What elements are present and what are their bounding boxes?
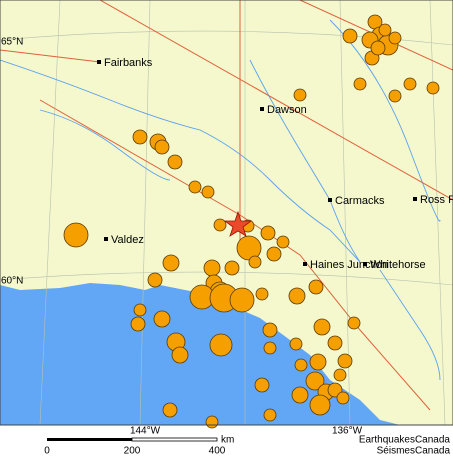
city-label: Valdez	[111, 234, 144, 246]
earthquake	[188, 180, 202, 194]
earthquake	[294, 358, 308, 372]
earthquake	[167, 154, 183, 170]
earthquake	[153, 310, 171, 328]
scale-segment	[47, 438, 132, 441]
earthquake	[293, 88, 307, 102]
earthquake	[201, 185, 215, 199]
earthquake	[333, 368, 347, 382]
earthquake	[309, 353, 327, 371]
credit: SéismesCanada	[377, 446, 451, 456]
scale-label: 200	[124, 446, 141, 456]
earthquake	[154, 139, 170, 155]
earthquake	[370, 40, 386, 56]
earthquake	[308, 279, 324, 295]
earthquake	[289, 337, 303, 351]
earthquake	[291, 386, 309, 404]
earthquake	[147, 272, 163, 288]
latitude-label: 65°N	[1, 37, 23, 48]
earthquake	[266, 246, 282, 262]
cities: Fairbanks Dawson Valdez Carmacks Ross R …	[97, 57, 453, 271]
earthquake	[260, 225, 276, 241]
borders	[0, 0, 453, 411]
earthquake	[388, 31, 402, 45]
city-marker	[413, 197, 417, 201]
earthquake	[224, 260, 240, 276]
longitude-label: 144°W	[130, 426, 161, 437]
earthquake	[171, 346, 189, 364]
earthquake	[426, 81, 440, 95]
earthquake	[276, 235, 290, 249]
earthquake	[305, 371, 325, 391]
earthquake	[255, 287, 269, 301]
map-frame	[0, 0, 453, 426]
city-label: Carmacks	[335, 195, 385, 207]
earthquake	[262, 322, 278, 338]
earthquake	[263, 341, 277, 355]
earthquake	[388, 89, 402, 103]
earthquake	[205, 415, 219, 429]
earthquake	[203, 259, 221, 277]
earthquake	[403, 77, 417, 91]
city-marker	[303, 262, 307, 266]
earthquake	[162, 254, 180, 272]
earthquake	[209, 333, 233, 357]
city-marker	[260, 107, 264, 111]
earthquake	[248, 255, 262, 269]
city-label: Fairbanks	[104, 57, 153, 69]
scale-unit: km	[221, 435, 234, 446]
city-marker	[104, 237, 108, 241]
earthquake	[353, 77, 367, 91]
earthquake	[336, 391, 350, 405]
earthquake	[288, 287, 306, 305]
earthquake	[342, 28, 358, 44]
earthquake	[347, 316, 361, 330]
city-label: Whitehorse	[370, 259, 426, 271]
city-marker	[328, 198, 332, 202]
scale-bar: 0 200 400 km	[44, 435, 234, 456]
epicenter-star	[223, 210, 253, 237]
scale-segment	[131, 437, 218, 442]
earthquake	[263, 408, 277, 422]
earthquake	[378, 23, 392, 37]
city-label: Ross R	[420, 194, 453, 206]
earthquake	[162, 402, 178, 418]
latitude-label: 60°N	[1, 276, 23, 287]
scale-label: 400	[209, 446, 226, 456]
earthquake	[327, 335, 343, 351]
earthquake	[313, 318, 331, 336]
earthquake	[132, 129, 148, 145]
scale-label: 0	[44, 446, 50, 456]
earthquake	[254, 377, 270, 393]
city-label: Haines Junction	[310, 259, 388, 271]
earthquake	[133, 303, 147, 317]
earthquake	[229, 287, 255, 313]
city-marker	[363, 262, 367, 266]
earthquake	[309, 394, 331, 416]
earthquake	[337, 353, 353, 369]
city-marker	[97, 60, 101, 64]
city-label: Dawson	[267, 104, 307, 116]
credit: EarthquakesCanada	[359, 435, 451, 446]
earthquake	[130, 316, 146, 332]
earthquake	[63, 222, 89, 248]
earthquake	[213, 218, 227, 232]
earthquakes	[63, 14, 440, 429]
longitude-label: 136°W	[332, 426, 363, 437]
